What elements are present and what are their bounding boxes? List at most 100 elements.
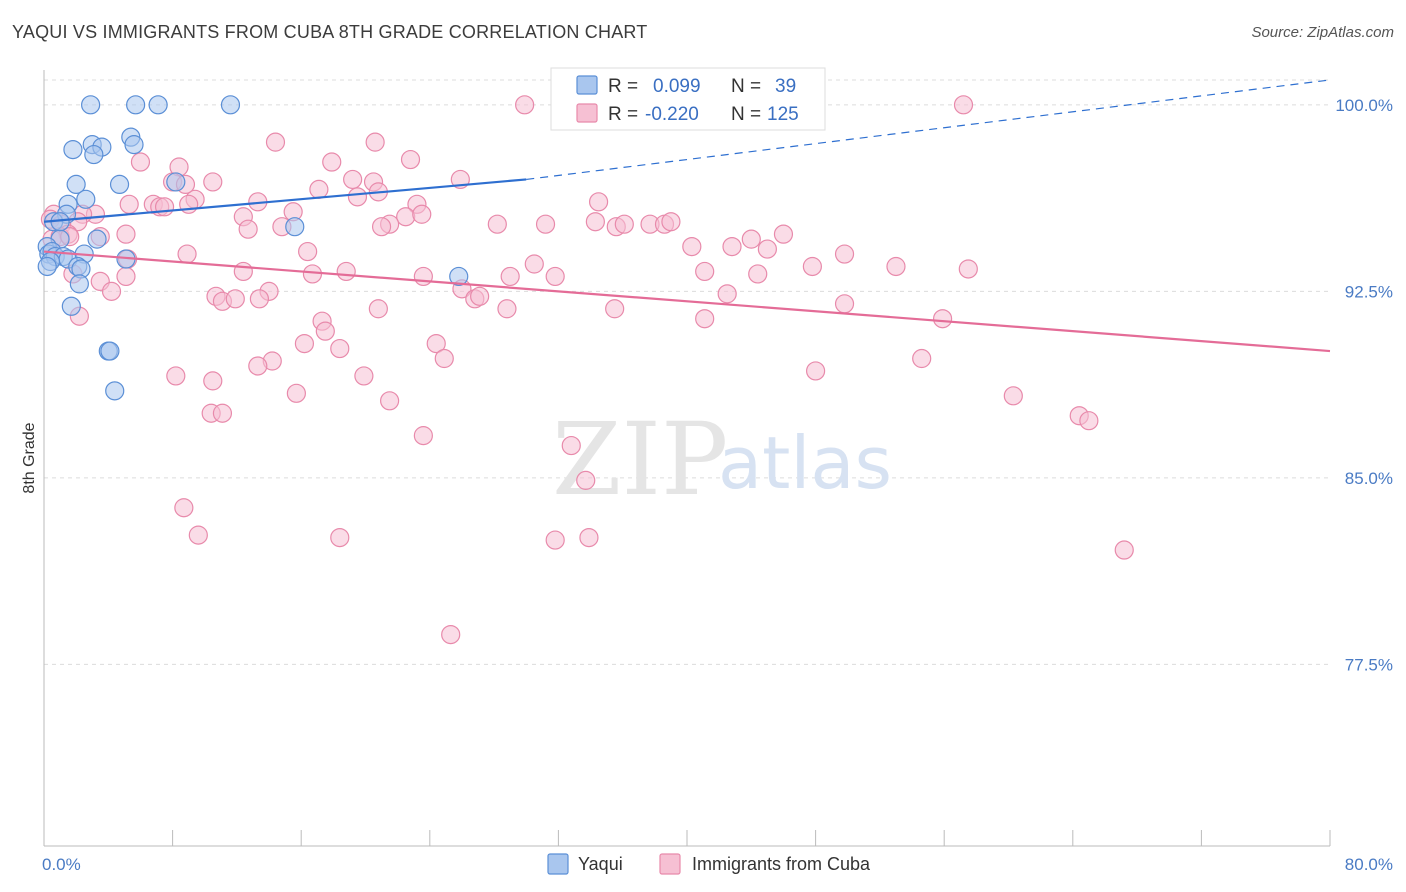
stats-cuba-n-value: 125 [767,104,799,125]
cuba-point [286,383,306,403]
x-tick-label-min: 0.0% [42,855,81,874]
y-axis-label: 8th Grade [21,422,38,493]
cuba-point [347,187,368,207]
yaqui-point [84,144,104,165]
cuba-point [434,348,454,369]
cuba-point [365,132,385,152]
gridlines [44,79,1330,665]
stats-cuba-r-label: R = [608,104,638,125]
cuba-point [722,236,742,257]
yaqui-point [61,296,81,316]
yaqui-point [100,341,120,361]
x-axis-ticks [43,830,1331,846]
x-tick-label-max: 80.0% [1345,855,1393,874]
cuba-point [1079,411,1099,431]
cuba-point [330,527,350,548]
stats-yaqui-n-label: N = [731,76,761,97]
yaqui-point [285,217,305,237]
cuba-point [932,309,953,329]
trend-lines [43,79,1331,353]
cuba-point [953,95,974,115]
yaqui-point [166,172,186,192]
watermark-zip: ZIP [552,401,728,518]
cuba-point [413,266,433,287]
yaqui-point [126,95,146,115]
legend-yaqui-label: Yaqui [578,854,623,874]
yaqui-point [81,95,101,115]
cuba-point [834,244,855,264]
cuba-point [912,348,932,369]
yaqui-point [37,256,57,277]
yaqui-point [87,229,107,249]
cuba-point [249,289,270,309]
cuba-point [614,214,634,234]
cuba-point [233,261,253,282]
cuba-point [203,371,223,391]
cuba-point [487,214,507,234]
legend-yaqui-swatch [547,853,569,875]
watermark: ZIP atlas [552,401,892,518]
yaqui-point [105,381,125,401]
cuba-point [203,172,223,192]
yaqui-trend-line [43,178,527,223]
yaqui-trend-extension [526,79,1331,181]
cuba-point [154,197,175,217]
chart-source: Source: ZipAtlas.com [1251,24,1394,41]
cuba-point [834,294,855,314]
cuba-point [500,266,520,287]
yaqui-point [449,266,469,287]
stats-cuba-n-label: N = [731,104,761,125]
cuba-point [116,266,136,287]
cuba-point [336,261,356,282]
yaqui-point [66,174,86,195]
y-axis-tick-labels: 100.0% 92.5% 85.0% 77.5% [1335,96,1393,675]
cuba-point [585,212,605,232]
cuba-point [579,527,599,548]
cuba-point [354,366,374,386]
chart-title: YAQUI VS IMMIGRANTS FROM CUBA 8TH GRADE … [12,22,648,42]
cuba-point [1003,386,1023,406]
cuba-point [413,426,433,446]
cuba-point [212,403,233,423]
stats-cuba-swatch [576,103,598,123]
cuba-point [119,194,139,214]
cuba-point [101,281,122,301]
watermark-atlas: atlas [718,421,892,505]
cuba-point [343,169,363,190]
cuba-point [412,204,432,224]
cuba-point [524,254,544,274]
legend-cuba-swatch [659,853,681,875]
cuba-point [805,361,826,381]
cuba-point [116,224,136,244]
cuba-point [748,264,768,284]
cuba-point [1114,540,1134,560]
cuba-point [470,286,490,306]
yaqui-point [63,139,83,160]
cuba-points [40,95,1134,645]
cuba-point [371,217,392,237]
stats-yaqui-swatch [576,75,598,95]
stats-yaqui-r-label: R = [608,76,638,97]
cuba-point [661,212,681,232]
legend-cuba-label: Immigrants from Cuba [692,854,871,874]
y-tick-label: 77.5% [1345,655,1393,674]
cuba-point [294,333,315,354]
yaqui-points [37,95,469,401]
stats-yaqui-r-value: 0.099 [653,76,701,97]
cuba-point [717,284,737,304]
cuba-point [535,214,556,234]
yaqui-point [109,174,130,195]
stats-cuba-r-value: -0.220 [645,104,699,125]
cuba-point [248,356,268,376]
cuba-point [441,624,461,645]
cuba-point [309,179,329,199]
cuba-point [174,498,194,518]
yaqui-point [148,95,168,115]
cuba-point [605,299,625,319]
y-tick-label: 85.0% [1345,469,1393,488]
cuba-point [400,149,421,170]
cuba-point [130,152,151,172]
cuba-trend-line [43,250,1331,353]
cuba-point [188,525,208,545]
